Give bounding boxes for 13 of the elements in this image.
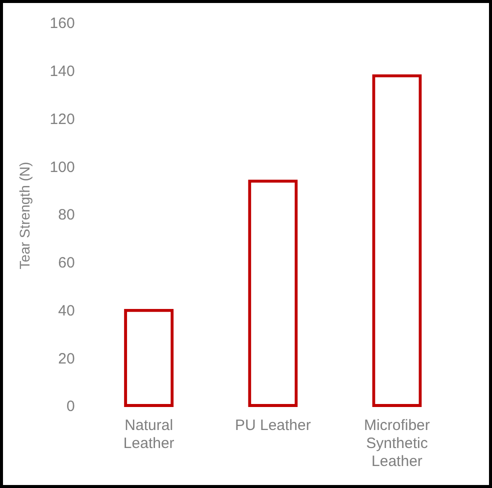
y-tick-label: 20 [58, 350, 75, 368]
x-tick-label: Microfiber Synthetic Leather [364, 417, 430, 470]
y-tick-label: 60 [58, 254, 75, 272]
x-tick-label: PU Leather [234, 417, 311, 434]
y-tick-label: 100 [50, 158, 75, 176]
y-tick-label: 160 [50, 15, 75, 32]
y-tick-label: 140 [50, 63, 75, 80]
y-tick-label: 0 [66, 398, 75, 416]
y-tick-label: 80 [58, 206, 75, 224]
x-tick-label: Natural Leather [123, 417, 174, 452]
y-axis-title: Tear Strength (N) [16, 162, 32, 270]
y-tick-label: 40 [58, 302, 75, 320]
y-tick-label: 120 [50, 110, 75, 128]
